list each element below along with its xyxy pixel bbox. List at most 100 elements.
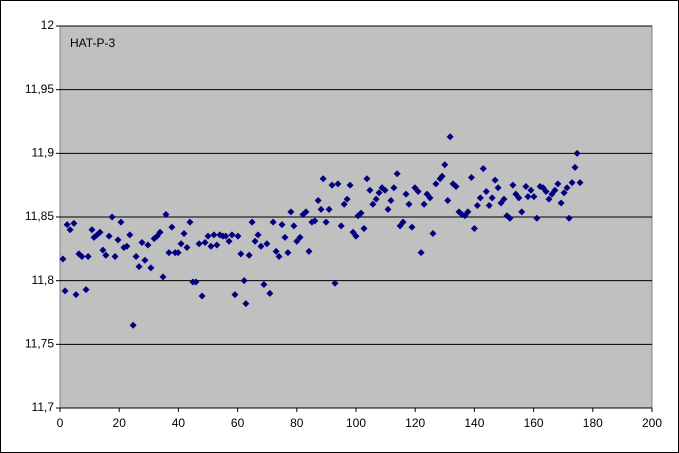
data-point	[82, 286, 90, 294]
grid	[56, 25, 653, 412]
data-point	[571, 163, 579, 171]
data-point	[411, 184, 419, 192]
data-point	[565, 214, 573, 222]
data-point	[405, 200, 413, 208]
data-point	[464, 208, 472, 216]
data-point	[254, 231, 262, 239]
data-point	[180, 230, 188, 238]
data-point	[105, 232, 113, 240]
data-point	[557, 199, 565, 207]
data-point	[384, 205, 392, 213]
data-point	[446, 133, 454, 141]
y-tick-label: 11,8	[32, 273, 55, 287]
data-point	[129, 321, 137, 329]
x-tick-label: 160	[524, 416, 544, 430]
data-point	[522, 182, 530, 190]
data-point	[237, 250, 245, 258]
data-point	[311, 217, 319, 225]
data-point	[363, 175, 371, 183]
data-point	[438, 172, 446, 180]
data-point	[242, 300, 250, 308]
data-point	[302, 208, 310, 216]
data-point	[402, 190, 410, 198]
data-point	[509, 181, 517, 189]
data-point	[452, 182, 460, 190]
data-point	[251, 237, 259, 245]
data-point	[444, 196, 452, 204]
data-point	[132, 252, 140, 260]
data-point	[542, 188, 550, 196]
data-point	[346, 181, 354, 189]
data-point	[177, 240, 185, 248]
data-point	[296, 233, 304, 241]
data-point	[500, 195, 508, 203]
data-point	[278, 221, 286, 229]
data-point	[560, 189, 568, 197]
data-point	[126, 231, 134, 239]
data-point	[63, 221, 71, 229]
data-point	[248, 218, 256, 226]
data-point	[343, 195, 351, 203]
data-point	[322, 218, 330, 226]
data-point	[545, 195, 553, 203]
data-point	[524, 193, 532, 201]
data-point	[287, 208, 295, 216]
data-point	[99, 246, 107, 254]
data-point	[183, 244, 191, 252]
data-point	[476, 194, 484, 202]
data-point	[66, 226, 74, 234]
data-point	[123, 242, 131, 250]
data-point	[334, 180, 342, 188]
data-point	[108, 213, 116, 221]
data-point	[275, 252, 283, 260]
y-tick-label: 11,7	[32, 400, 55, 414]
data-point	[491, 176, 499, 184]
data-point	[111, 252, 119, 260]
data-point	[482, 188, 490, 196]
data-point	[317, 205, 325, 213]
data-point	[213, 241, 221, 249]
data-point	[70, 219, 78, 227]
x-tick-label: 120	[405, 416, 425, 430]
x-tick-label: 100	[346, 416, 366, 430]
data-point	[138, 238, 146, 246]
x-tick-label: 200	[642, 416, 662, 430]
data-point	[488, 194, 496, 202]
data-point	[293, 237, 301, 245]
data-point	[257, 242, 265, 250]
y-tick-label: 11,95	[25, 82, 54, 96]
data-point	[470, 224, 478, 232]
data-point	[337, 222, 345, 230]
data-point	[210, 231, 218, 239]
data-point	[263, 240, 271, 248]
x-tick-label: 40	[172, 416, 186, 430]
data-point	[144, 241, 152, 249]
data-point	[314, 196, 322, 204]
x-tick-label: 180	[583, 416, 603, 430]
data-point	[319, 175, 327, 183]
data-point	[117, 218, 125, 226]
data-point	[284, 249, 292, 257]
data-point	[485, 202, 493, 210]
data-point	[467, 174, 475, 182]
data-point	[84, 252, 92, 260]
data-point	[551, 186, 559, 194]
marks	[59, 133, 584, 329]
x-tick-label: 80	[290, 416, 304, 430]
data-point	[420, 200, 428, 208]
data-point	[96, 228, 104, 236]
data-point	[563, 184, 571, 192]
data-point	[328, 181, 336, 189]
data-point	[331, 279, 339, 287]
data-point	[372, 195, 380, 203]
data-point	[366, 186, 374, 194]
data-point	[165, 249, 173, 257]
data-point	[340, 200, 348, 208]
data-point	[554, 180, 562, 188]
data-point	[141, 256, 149, 264]
data-point	[231, 291, 239, 299]
data-point	[222, 232, 230, 240]
data-point	[168, 223, 176, 231]
data-point	[88, 226, 96, 234]
y-tick-label: 11,85	[25, 209, 54, 223]
